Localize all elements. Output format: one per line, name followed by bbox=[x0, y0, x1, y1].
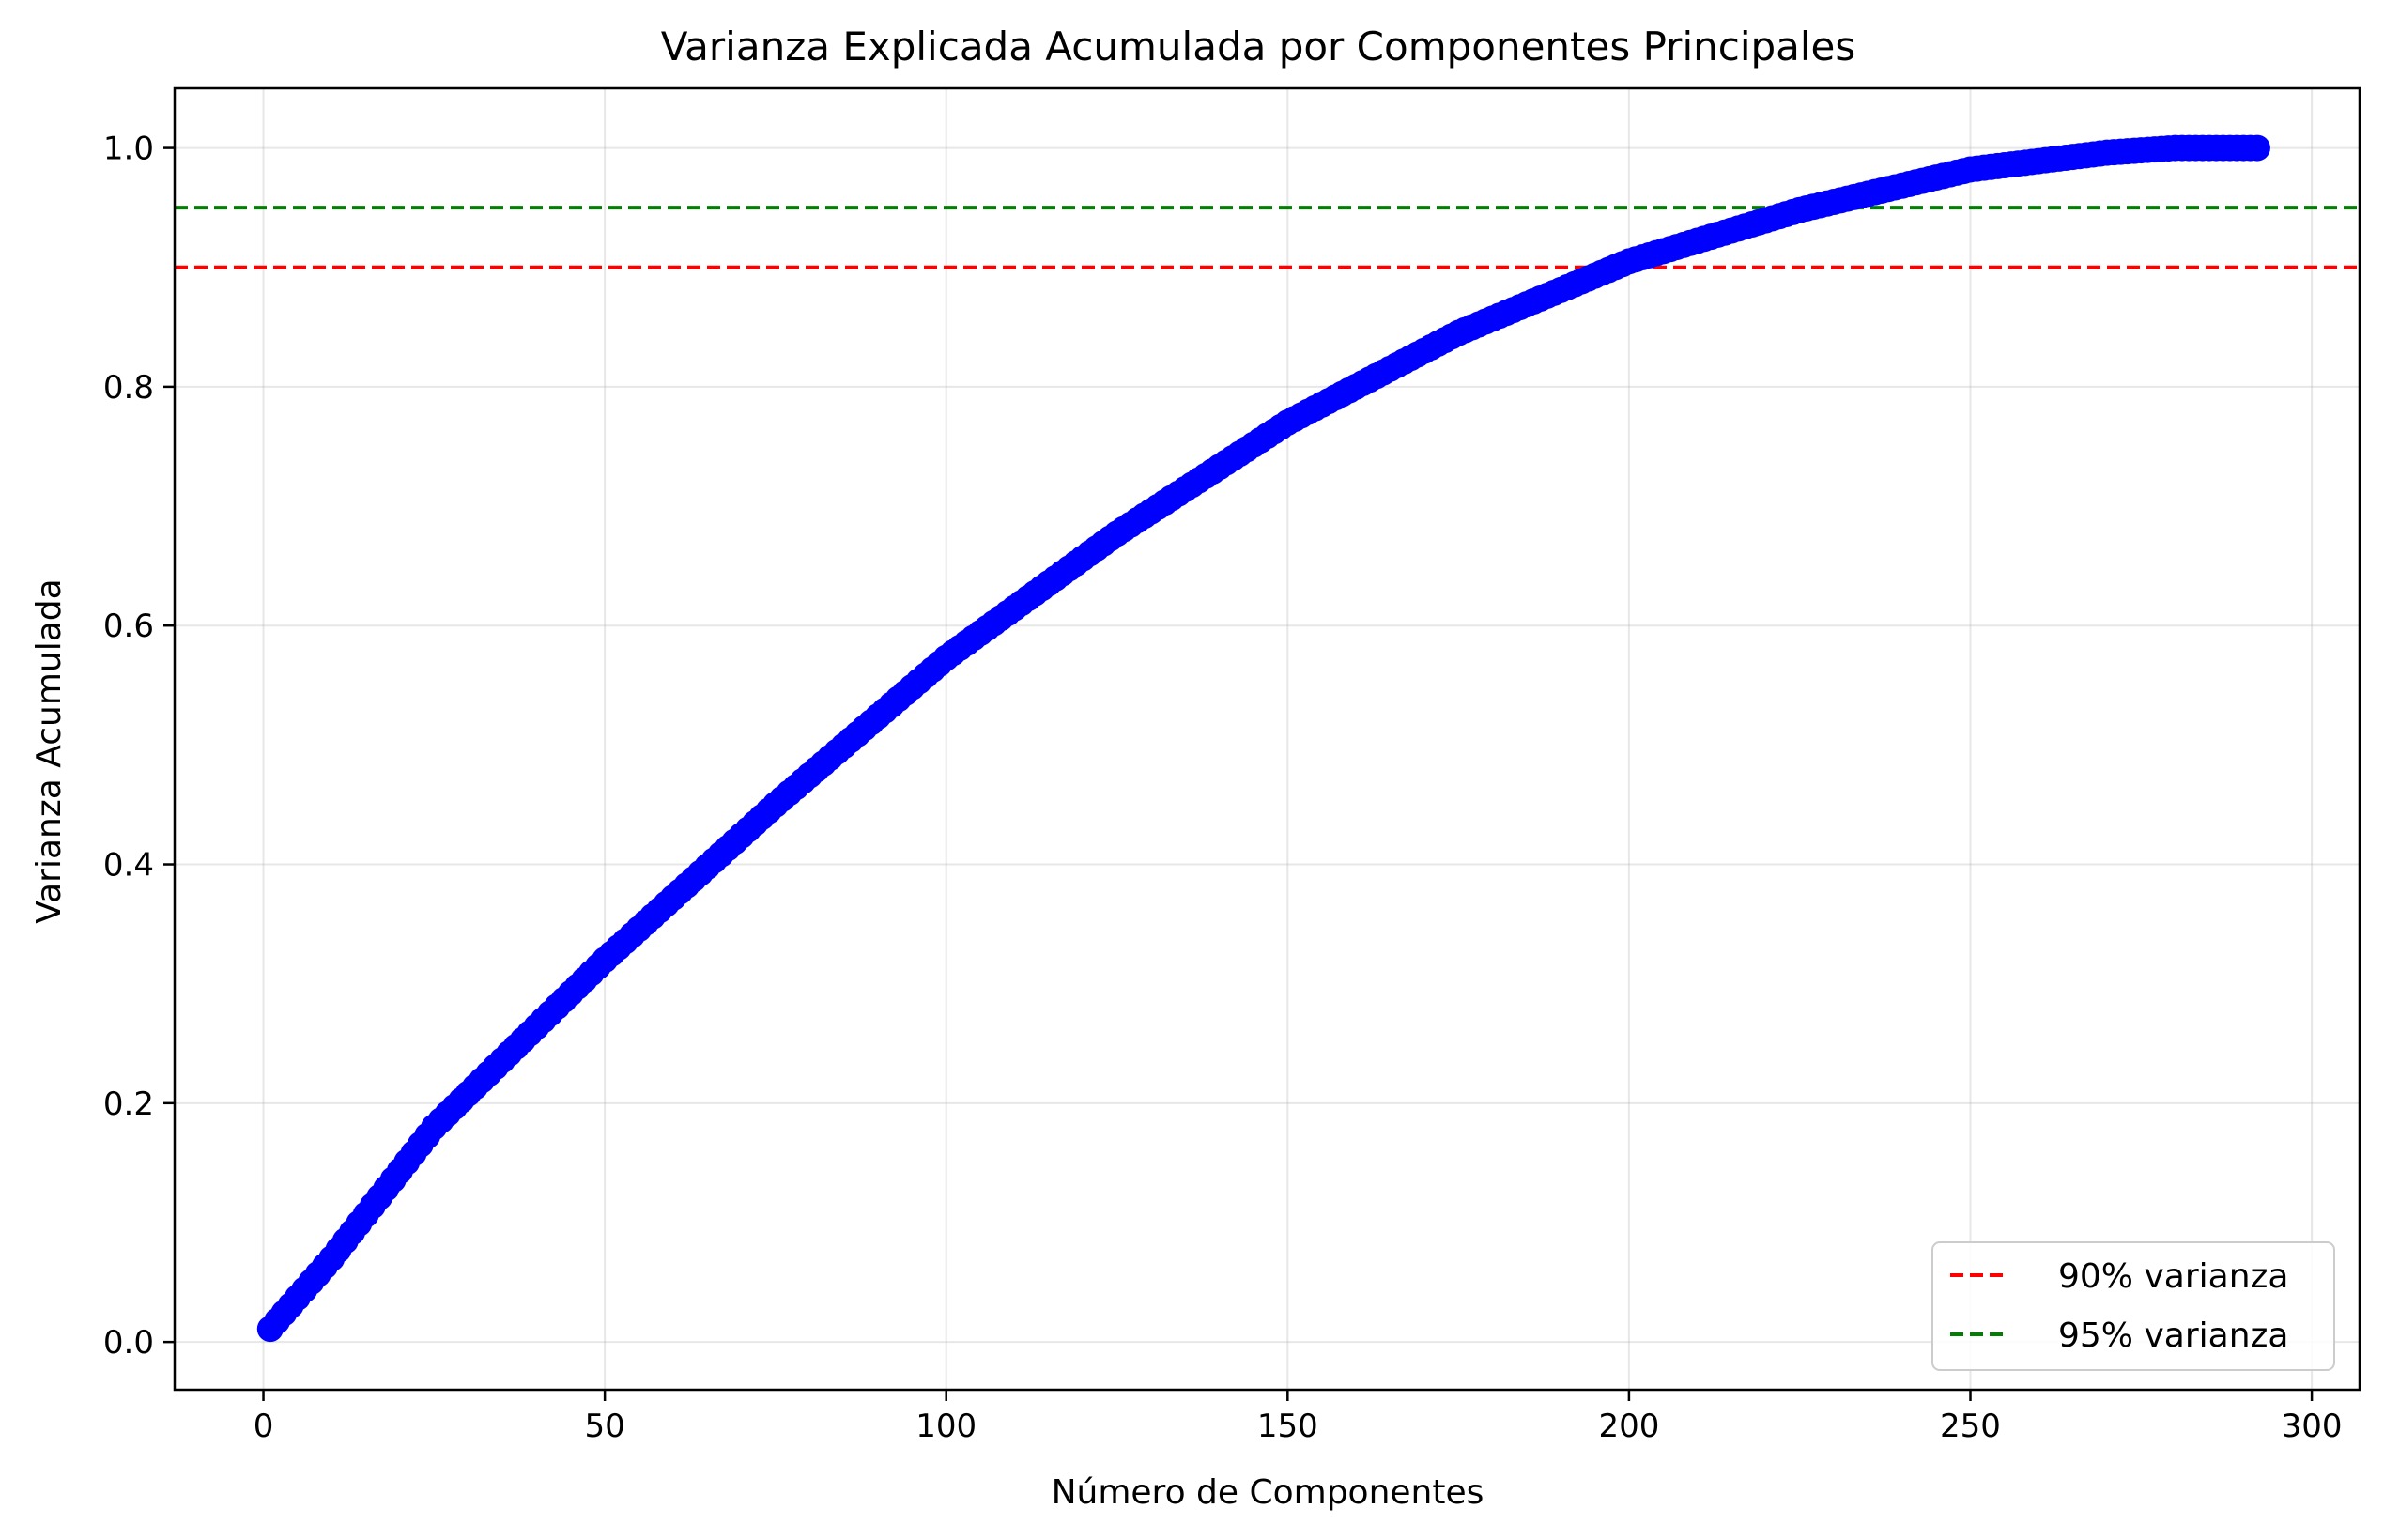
y-tick-label: 1.0 bbox=[103, 131, 154, 168]
x-tick-label: 150 bbox=[1257, 1408, 1318, 1445]
y-axis-ticks: 0.0 0.2 0.4 0.6 0.8 1.0 bbox=[103, 131, 175, 1362]
x-tick-label: 50 bbox=[584, 1408, 624, 1445]
x-tick-label: 250 bbox=[1940, 1408, 2001, 1445]
grid bbox=[175, 88, 2360, 1390]
threshold-lines bbox=[175, 206, 2360, 270]
legend-label-90: 90% varianza bbox=[2058, 1257, 2288, 1296]
x-tick-label: 100 bbox=[915, 1408, 977, 1445]
y-tick-label: 0.0 bbox=[103, 1324, 154, 1362]
data-points bbox=[256, 134, 2270, 1343]
y-tick-label: 0.6 bbox=[103, 608, 154, 645]
x-tick-label: 0 bbox=[254, 1408, 274, 1445]
x-axis-ticks: 0 50 100 150 200 250 300 bbox=[254, 1390, 2343, 1445]
legend-box bbox=[1931, 1241, 2335, 1371]
plot-frame bbox=[173, 86, 2361, 1392]
y-tick-label: 0.8 bbox=[103, 369, 154, 407]
x-tick-label: 300 bbox=[2282, 1408, 2343, 1445]
x-axis-label: Número de Componentes bbox=[1052, 1473, 1484, 1512]
data-point bbox=[2243, 134, 2270, 162]
y-tick-label: 0.4 bbox=[103, 847, 154, 885]
y-axis-label: Varianza Acumulada bbox=[30, 578, 69, 923]
x-tick-label: 200 bbox=[1598, 1408, 1659, 1445]
y-tick-label: 0.2 bbox=[103, 1086, 154, 1123]
chart-title: Varianza Explicada Acumulada por Compone… bbox=[661, 23, 1856, 69]
legend-label-95: 95% varianza bbox=[2058, 1317, 2288, 1355]
legend: 90% varianza 95% varianza bbox=[1931, 1241, 2335, 1371]
